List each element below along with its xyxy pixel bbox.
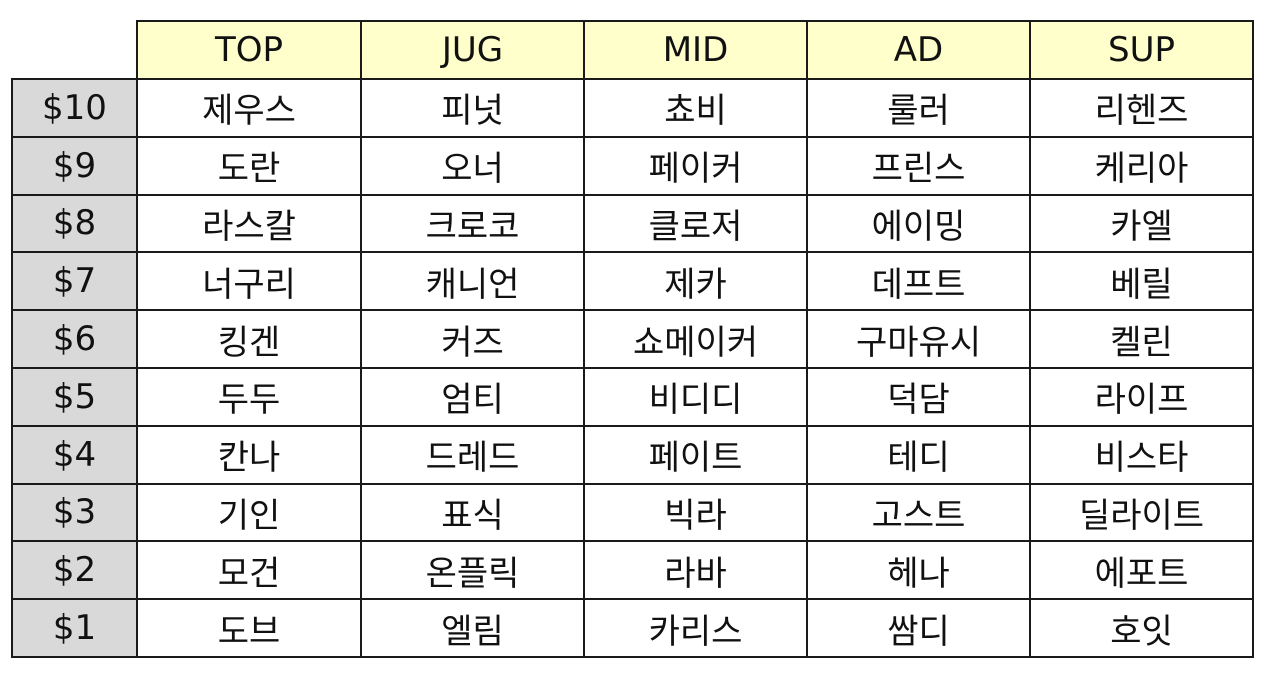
column-header-ad: AD — [806, 20, 1031, 80]
column-header-jug: JUG — [360, 20, 585, 80]
table-cell: 프린스 — [806, 135, 1031, 196]
table-cell: 기인 — [136, 482, 362, 543]
table-cell: 켈린 — [1029, 309, 1254, 369]
table-cell: 비스타 — [1029, 424, 1254, 485]
table-cell: 룰러 — [806, 78, 1031, 138]
row-header-price: $9 — [11, 135, 138, 196]
table-cell: 도브 — [136, 598, 362, 658]
table-cell: 제우스 — [136, 78, 362, 138]
table-cell: 딜라이트 — [1029, 482, 1254, 543]
table-cell: 피넛 — [360, 78, 585, 138]
table-cell: 쌈디 — [806, 598, 1031, 658]
row-header-price: $7 — [11, 251, 138, 312]
table-cell: 호잇 — [1029, 598, 1254, 658]
table-cell: 쇼메이커 — [583, 309, 808, 369]
table-cell: 리헨즈 — [1029, 78, 1254, 138]
table-cell: 헤나 — [806, 540, 1031, 601]
table-cell: 킹겐 — [136, 309, 362, 369]
table-cell: 너구리 — [136, 251, 362, 312]
table-cell: 카엘 — [1029, 193, 1254, 254]
table-cell: 비디디 — [583, 367, 808, 427]
table-cell: 페이트 — [583, 424, 808, 485]
table-cell: 엘림 — [360, 598, 585, 658]
table-cell: 칸나 — [136, 424, 362, 485]
row-header-price: $4 — [11, 424, 138, 485]
row-header-price: $8 — [11, 193, 138, 254]
column-header-mid: MID — [583, 20, 808, 80]
row-header-price: $5 — [11, 367, 138, 427]
table-cell: 오너 — [360, 135, 585, 196]
table-cell: 빅라 — [583, 482, 808, 543]
table-cell: 쵸비 — [583, 78, 808, 138]
table-cell: 캐니언 — [360, 251, 585, 312]
row-header-price: $3 — [11, 482, 138, 543]
table-cell: 카리스 — [583, 598, 808, 658]
table-cell: 라이프 — [1029, 367, 1254, 427]
table-cell: 구마유시 — [806, 309, 1031, 369]
table-cell: 모건 — [136, 540, 362, 601]
column-header-sup: SUP — [1029, 20, 1254, 80]
table-cell: 라바 — [583, 540, 808, 601]
table-cell: 도란 — [136, 135, 362, 196]
table-cell: 두두 — [136, 367, 362, 427]
table-cell: 클로저 — [583, 193, 808, 254]
table-cell: 제카 — [583, 251, 808, 312]
row-header-price: $10 — [11, 78, 138, 138]
row-header-price: $6 — [11, 309, 138, 369]
row-header-price: $2 — [11, 540, 138, 601]
table-cell: 베릴 — [1029, 251, 1254, 312]
table-cell: 온플릭 — [360, 540, 585, 601]
column-header-top: TOP — [136, 20, 362, 80]
table-cell: 페이커 — [583, 135, 808, 196]
table-cell: 에포트 — [1029, 540, 1254, 601]
table-cell: 드레드 — [360, 424, 585, 485]
table-cell: 커즈 — [360, 309, 585, 369]
table-cell: 데프트 — [806, 251, 1031, 312]
table-cell: 표식 — [360, 482, 585, 543]
table-cell: 라스칼 — [136, 193, 362, 254]
table-cell: 테디 — [806, 424, 1031, 485]
row-header-price: $1 — [11, 598, 138, 658]
table-cell: 에이밍 — [806, 193, 1031, 254]
table-cell: 덕담 — [806, 367, 1031, 427]
table-cell: 크로코 — [360, 193, 585, 254]
table-cell: 케리아 — [1029, 135, 1254, 196]
table-cell: 고스트 — [806, 482, 1031, 543]
table-cell: 엄티 — [360, 367, 585, 427]
